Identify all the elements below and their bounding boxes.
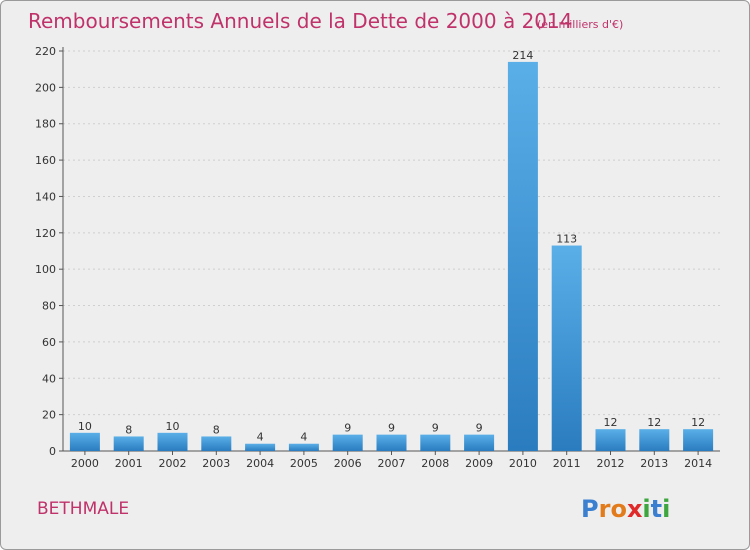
ytick-label-180: 180 <box>35 118 56 131</box>
value-label-2004: 4 <box>257 431 264 444</box>
bar-2014 <box>683 429 714 451</box>
logo-letter: i <box>642 495 650 523</box>
bar-2010 <box>507 61 538 452</box>
value-label-2011: 113 <box>556 233 577 246</box>
xtick-label-2005: 2005 <box>290 457 318 470</box>
xtick-label-2007: 2007 <box>378 457 406 470</box>
value-label-2008: 9 <box>432 422 439 435</box>
xtick-label-2003: 2003 <box>202 457 230 470</box>
value-label-2006: 9 <box>344 422 351 435</box>
ytick-label-0: 0 <box>49 445 56 458</box>
ytick-label-80: 80 <box>42 300 56 313</box>
xtick-label-2002: 2002 <box>159 457 187 470</box>
value-label-2003: 8 <box>213 423 220 436</box>
ytick-label-40: 40 <box>42 372 56 385</box>
ytick-label-20: 20 <box>42 409 56 422</box>
logo-letter: x <box>627 495 643 523</box>
ytick-label-60: 60 <box>42 336 56 349</box>
ytick-label-140: 140 <box>35 190 56 203</box>
xtick-label-2001: 2001 <box>115 457 143 470</box>
logo-letter: i <box>662 495 670 523</box>
value-label-2009: 9 <box>476 422 483 435</box>
ytick-label-200: 200 <box>35 81 56 94</box>
value-label-2013: 12 <box>647 416 661 429</box>
value-label-2010: 214 <box>512 49 533 62</box>
xtick-label-2014: 2014 <box>684 457 712 470</box>
bar-2008 <box>420 434 451 451</box>
bar-2000 <box>69 432 100 451</box>
grid <box>63 50 720 416</box>
bar-2002 <box>157 432 188 451</box>
ytick-label-100: 100 <box>35 263 56 276</box>
value-label-2000: 10 <box>78 420 92 433</box>
chart-subtitle: (en milliers d'€) <box>537 18 623 31</box>
value-label-2002: 10 <box>166 420 180 433</box>
bars <box>69 61 714 452</box>
bar-2012 <box>595 429 626 451</box>
xtick-label-2012: 2012 <box>597 457 625 470</box>
logo-letter: t <box>651 495 662 523</box>
logo-letter: r <box>599 495 611 523</box>
xtick-label-2006: 2006 <box>334 457 362 470</box>
bar-2001 <box>113 436 144 451</box>
bar-2011 <box>551 245 582 451</box>
labels: 0204060801001201401601802002201020008200… <box>35 45 712 470</box>
town-name: BETHMALE <box>37 499 129 519</box>
xtick-label-2010: 2010 <box>509 457 537 470</box>
value-label-2005: 4 <box>300 431 307 444</box>
bar-2004 <box>245 443 276 451</box>
xtick-label-2000: 2000 <box>71 457 99 470</box>
logo-letter: P <box>581 495 599 523</box>
xtick-label-2004: 2004 <box>246 457 274 470</box>
value-label-2007: 9 <box>388 422 395 435</box>
chart-title: Remboursements Annuels de la Dette de 20… <box>28 9 572 33</box>
bar-2007 <box>376 434 407 451</box>
bar-2009 <box>464 434 495 451</box>
xtick-label-2009: 2009 <box>465 457 493 470</box>
value-label-2012: 12 <box>604 416 618 429</box>
bar-2006 <box>332 434 363 451</box>
ytick-label-220: 220 <box>35 45 56 58</box>
xtick-label-2011: 2011 <box>553 457 581 470</box>
bar-2005 <box>288 443 319 451</box>
value-label-2014: 12 <box>691 416 705 429</box>
value-label-2001: 8 <box>125 423 132 436</box>
bar-2013 <box>639 429 670 451</box>
ytick-label-120: 120 <box>35 227 56 240</box>
axes <box>59 47 720 455</box>
xtick-label-2008: 2008 <box>421 457 449 470</box>
logo-letter: o <box>610 495 627 523</box>
proxiti-logo: Proxiti <box>581 495 670 523</box>
bar-2003 <box>201 436 232 451</box>
xtick-label-2013: 2013 <box>640 457 668 470</box>
ytick-label-160: 160 <box>35 154 56 167</box>
